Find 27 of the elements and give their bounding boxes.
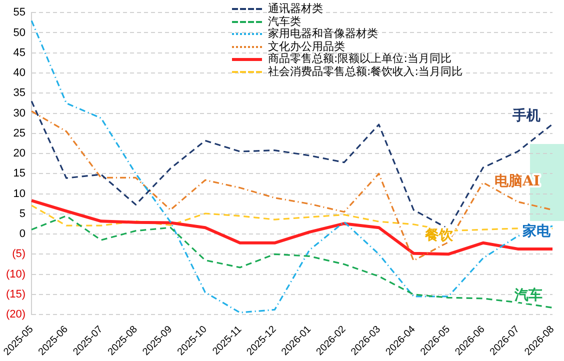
annotation: 电脑AI (494, 172, 540, 190)
legend-label: 通讯器材类 (268, 2, 323, 16)
legend-label: 文化办公用品类 (268, 40, 345, 52)
annotation: 手机 (512, 106, 541, 124)
annotation: 汽车 (514, 286, 543, 304)
y-tick-label: 55 (13, 6, 26, 19)
y-tick-label: 25 (13, 127, 26, 140)
y-tick-label: 30 (13, 107, 26, 120)
y-tick-label: 15 (13, 168, 26, 180)
y-tick-label: (5) (12, 248, 26, 260)
y-tick-label: (15) (6, 288, 26, 300)
legend-label: 汽车类 (268, 14, 301, 28)
annotation: 餐饮 (424, 227, 454, 244)
legend-label: 社会消费品零售总额:餐饮收入:当月同比 (268, 64, 462, 78)
y-tick-label: 0 (19, 228, 26, 240)
line-series (30, 215, 554, 309)
y-tick-label: 50 (13, 26, 26, 39)
legend-label: 商品零售总额:限额以上单位:当月同比 (268, 52, 452, 66)
y-tick-label: 20 (13, 148, 26, 160)
y-tick-label: (10) (6, 268, 26, 280)
legend-label: 家用电器和音像器材类 (268, 27, 378, 40)
y-tick-label: 35 (13, 87, 26, 100)
y-tick-label: (20) (6, 308, 26, 321)
y-tick-label: 45 (13, 46, 26, 59)
y-tick-label: 40 (13, 67, 26, 80)
y-tick-label: 10 (13, 188, 26, 200)
y-tick-label: 5 (19, 208, 26, 220)
